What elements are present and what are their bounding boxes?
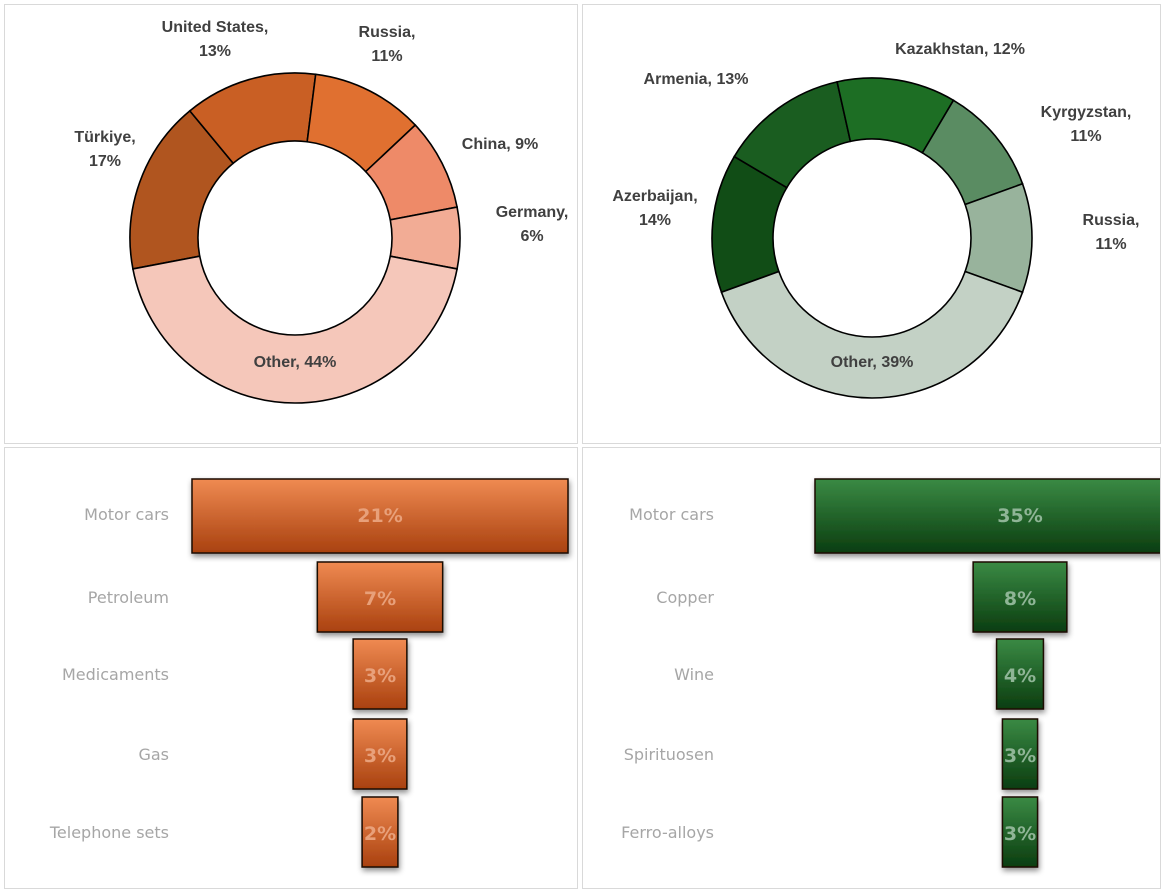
donut-label-germany: Germany, 6% [496,204,569,245]
donut-label-turkiye: Türkiye, 17% [74,129,135,170]
donut-slice-other [720,270,1024,399]
funnel-category-label-copper: Copper [656,588,714,607]
funnel-value-label-spirituosen: 3% [1004,745,1036,767]
funnel-bar-motor-cars [814,478,1160,554]
donut-chart-right-svg: Azerbaijan, 14% Armenia, 13% Kazakhstan, 12… [612,41,1140,399]
donut-label-other: Other, 44% [254,354,337,371]
funnel-bar-motor-cars [191,478,569,554]
donut-slice-other [131,255,459,404]
donut-label-armenia: Armenia, 13% [644,71,749,88]
funnel-value-label-ferro-alloys: 3% [1004,823,1036,845]
funnel-bar-spirituosen [1001,718,1039,790]
funnel-category-label-spirituosen: Spirituosen [624,745,714,764]
funnel-value-label-wine: 4% [1004,665,1036,687]
funnel-chart-left-svg: Motor cars 21% Petroleum 7% Medicaments 3% Gas… [49,478,569,868]
donut-label-kazakhstan: Kazakhstan, 12% [895,41,1025,58]
donut-label-other: Other, 39% [831,354,914,371]
funnel-value-label-telephone-sets: 2% [364,823,396,845]
donut-chart-left-svg: Türkiye, 17% United States, 13% Russia, 11% Ch… [74,19,569,404]
funnel-value-label-petroleum: 7% [364,588,396,610]
funnel-value-label-copper: 8% [1004,588,1036,610]
funnel-bar-telephone-sets [361,796,399,868]
donut-chart-left: Türkiye, 17% United States, 13% Russia, 11% Ch… [4,4,578,444]
funnel-category-label-petroleum: Petroleum [88,588,169,607]
funnel-bar-petroleum [316,561,444,633]
funnel-chart-right-svg: Motor cars 35% Copper 8% Wine 4% Spirituosen 3%… [621,478,1160,868]
funnel-bar-copper [972,561,1068,633]
funnel-category-label-ferro-alloys: Ferro-alloys [621,823,714,842]
donut-label-azerbaijan: Azerbaijan, 14% [612,188,697,229]
funnel-category-label-telephone-sets: Telephone sets [49,823,169,842]
funnel-value-label-gas: 3% [364,745,396,767]
funnel-category-label-medicaments: Medicaments [62,665,169,684]
donut-label-united-states: United States, 13% [162,19,269,60]
donut-chart-right: Azerbaijan, 14% Armenia, 13% Kazakhstan, 12… [582,4,1161,444]
funnel-bar-wine [995,638,1045,710]
funnel-value-label-motor-cars: 21% [357,505,402,527]
funnel-value-label-medicaments: 3% [364,665,396,687]
funnel-category-label-gas: Gas [138,745,169,764]
funnel-chart-right: Motor cars 35% Copper 8% Wine 4% Spirituosen 3%… [582,447,1161,889]
funnel-bar-medicaments [352,638,408,710]
funnel-category-label-motor-cars: Motor cars [629,505,714,524]
funnel-bar-ferro-alloys [1001,796,1039,868]
funnel-category-label-motor-cars: Motor cars [84,505,169,524]
donut-label-china: China, 9% [462,136,538,153]
funnel-value-label-motor-cars: 35% [997,505,1042,527]
donut-label-kyrgyzstan: Kyrgyzstan, 11% [1041,104,1132,145]
funnel-chart-left: Motor cars 21% Petroleum 7% Medicaments 3% Gas… [4,447,578,889]
donut-label-russia: Russia, 11% [359,24,416,65]
funnel-bar-gas [352,718,408,790]
donut-label-russia: Russia, 11% [1083,212,1140,253]
funnel-category-label-wine: Wine [674,665,714,684]
